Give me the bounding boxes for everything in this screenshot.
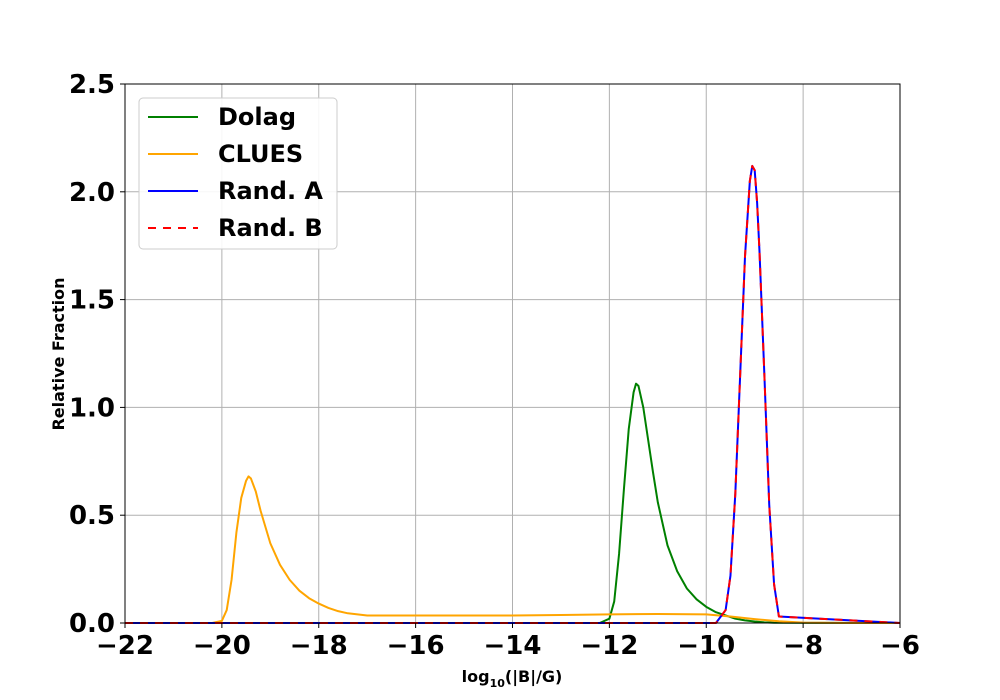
x-tick-label: −18 bbox=[290, 631, 348, 661]
legend-entry-label: Dolag bbox=[218, 103, 296, 131]
legend: Dolag CLUES Rand. A Rand. B bbox=[138, 97, 338, 250]
legend-entry-label: CLUES bbox=[218, 140, 303, 168]
x-tick-label: −10 bbox=[677, 631, 735, 661]
y-tick-label: 1.5 bbox=[69, 286, 115, 316]
series-line-rand-b bbox=[125, 164, 901, 624]
y-tick-label: 0.5 bbox=[69, 501, 115, 531]
x-tick-label: −8 bbox=[783, 631, 823, 661]
y-tick-label: 0.0 bbox=[69, 609, 115, 639]
legend-entry-label: Rand. A bbox=[218, 177, 323, 205]
y-tick-label: 2.0 bbox=[69, 178, 115, 208]
y-tick-label: 1.0 bbox=[69, 393, 115, 423]
x-tick-label: −16 bbox=[387, 631, 445, 661]
axis-ticks bbox=[120, 83, 901, 628]
series-line-clues bbox=[125, 475, 900, 624]
x-tick-label: −6 bbox=[880, 631, 920, 661]
legend-box bbox=[138, 97, 338, 250]
x-tick-label: −14 bbox=[484, 631, 542, 661]
x-tick-label: −22 bbox=[96, 631, 154, 661]
x-tick-label: −12 bbox=[580, 631, 638, 661]
series-line-dolag bbox=[125, 382, 901, 624]
x-tick-label: −20 bbox=[193, 631, 251, 661]
legend-entry-label: Rand. B bbox=[218, 214, 323, 242]
y-axis-label: Relative Fraction bbox=[49, 277, 68, 430]
x-axis-label: log10(|B|/G) bbox=[462, 667, 563, 690]
series-group bbox=[125, 164, 901, 624]
tick-labels: −22 −20 −18 −16 −14 −12 −10 −8 −6 0.0 0.5 1.0 1.5 2.0… bbox=[69, 70, 920, 661]
y-tick-label: 2.5 bbox=[69, 70, 115, 100]
